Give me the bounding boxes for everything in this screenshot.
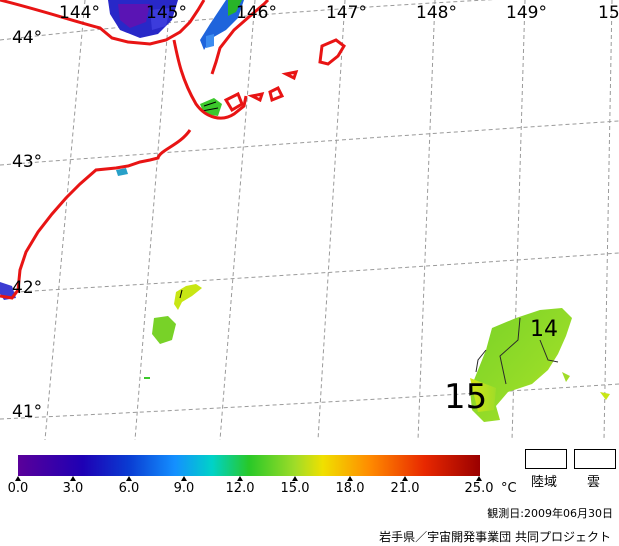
latitude-line-44: [0, 0, 496, 41]
islet-d: [223, 91, 244, 113]
land-swatch: [525, 449, 567, 469]
hokkaido-coast: [0, 0, 206, 46]
legend-tick-0: 0.0: [7, 481, 29, 496]
longitude-label-144: 144°: [59, 3, 100, 23]
legend-tick-15: 15.0: [280, 481, 310, 496]
islet-chain: [318, 38, 346, 66]
cloud-swatch: [574, 449, 616, 469]
latitude-label-42: 42°: [12, 278, 43, 298]
kunashiri-coast: [172, 39, 248, 120]
longitude-line-144: [44, 0, 86, 440]
latitude-line-42: [0, 252, 619, 294]
latitude-line-43: [0, 120, 619, 166]
observation-date: 観測日:2009年06月30日: [487, 507, 613, 520]
sea-surface-temperature-map: 14 15: [0, 0, 619, 440]
land-swatch-label: 陸域: [531, 475, 558, 490]
legend-tick-9: 9.0: [173, 481, 195, 496]
longitude-label-145: 145°: [146, 3, 187, 23]
graticule: [0, 0, 619, 440]
southern-sst-patches: [144, 284, 610, 422]
longitude-line-147: [317, 0, 346, 440]
temperature-color-scale: [18, 455, 480, 476]
longitude-label-150: 15: [598, 3, 619, 23]
latitude-label-43: 43°: [12, 152, 43, 172]
islet-c: [281, 70, 299, 81]
longitude-line-148: [417, 0, 436, 440]
islet-a: [247, 92, 265, 103]
legend-tick-6: 6.0: [118, 481, 140, 496]
legend-unit: °C: [501, 481, 517, 496]
islet-b: [268, 85, 285, 103]
longitude-line-150: [603, 0, 613, 440]
latitude-label-44: 44°: [12, 28, 43, 48]
legend-tick-marks: [15, 476, 482, 481]
legend-tick-3: 3.0: [62, 481, 84, 496]
longitude-label-146: 146°: [236, 3, 277, 23]
longitude-line-145: [134, 0, 171, 440]
longitude-line-146: [219, 0, 256, 440]
longitude-label-149: 149°: [506, 3, 547, 23]
longitude-label-148: 148°: [416, 3, 457, 23]
legend-tick-12: 12.0: [225, 481, 255, 496]
northern-sst-patches: [0, 0, 244, 300]
cloud-swatch-label: 雲: [587, 475, 601, 490]
longitude-label-147: 147°: [326, 3, 367, 23]
latitude-line-41: [0, 383, 619, 420]
credit-line: 岩手県／宇宙開発事業団 共同プロジェクト: [379, 530, 611, 544]
south-coast: [0, 129, 192, 300]
etorofu-coast: [210, 0, 270, 75]
latitude-label-41: 41°: [12, 402, 43, 422]
legend-tick-21: 21.0: [390, 481, 420, 496]
legend-tick-18: 18.0: [335, 481, 365, 496]
coastline: [0, 0, 346, 300]
legend-tick-25: 25.0: [464, 481, 494, 496]
contour-label-15: 15: [444, 377, 487, 417]
contour-label-14: 14: [530, 317, 558, 342]
